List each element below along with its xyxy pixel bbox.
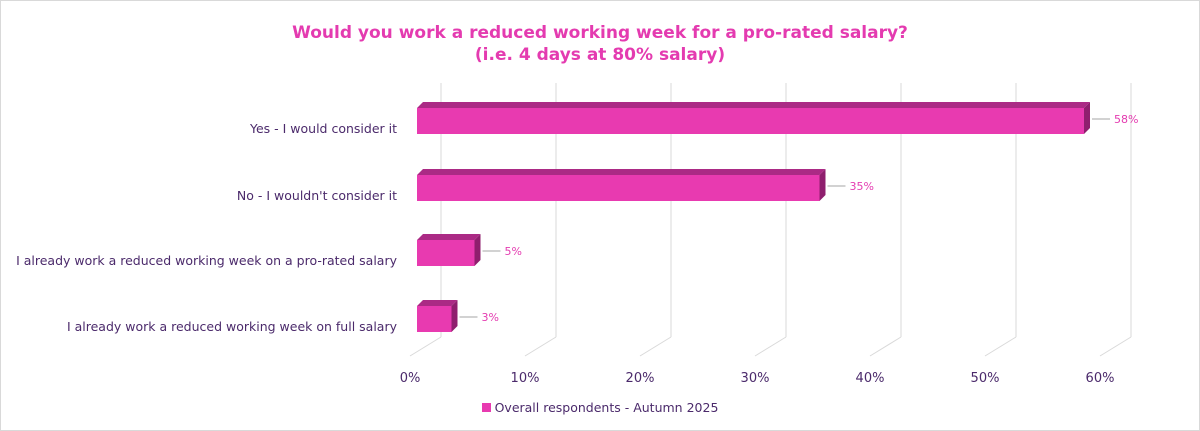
bar-top-1	[417, 169, 826, 175]
tick-label-10: 10%	[511, 371, 540, 386]
bar-side-2	[474, 234, 481, 266]
category-label-0: Yes - I would consider it	[249, 121, 397, 136]
bar-side-1	[819, 169, 826, 201]
legend: Overall respondents - Autumn 2025	[0, 400, 1200, 415]
bar-top-3	[417, 300, 458, 306]
gridline-floor-10	[524, 336, 557, 357]
bar-3	[417, 306, 452, 332]
tick-label-40: 40%	[856, 371, 885, 386]
data-label-2: 5%	[505, 245, 522, 258]
data-label-0: 58%	[1114, 113, 1138, 126]
tick-label-20: 20%	[626, 371, 655, 386]
bar-top-2	[417, 234, 481, 240]
bar-1	[417, 175, 820, 201]
data-label-3: 3%	[482, 311, 499, 324]
bar-2	[417, 240, 475, 266]
tick-label-30: 30%	[741, 371, 770, 386]
category-label-3: I already work a reduced working week on…	[67, 319, 398, 334]
tick-label-60: 60%	[1086, 371, 1115, 386]
gridline-floor-0	[409, 336, 442, 357]
data-label-1: 35%	[850, 180, 874, 193]
gridline-floor-50	[984, 336, 1017, 357]
gridline-floor-30	[754, 336, 787, 357]
tick-label-50: 50%	[971, 371, 1000, 386]
chart-title: Would you work a reduced working week fo…	[292, 23, 908, 43]
bar-side-0	[1084, 102, 1090, 134]
bar-top-0	[417, 102, 1090, 108]
legend-label: Overall respondents - Autumn 2025	[494, 400, 719, 415]
tick-label-0: 0%	[400, 371, 421, 386]
labels: 0% 10% 20% 30% 40% 50% 60% 58% Yes - I would con…	[16, 113, 1138, 386]
category-label-2: I already work a reduced working week on…	[16, 253, 398, 268]
bar-side-3	[451, 300, 458, 332]
gridline-floor-40	[869, 336, 902, 357]
category-label-1: No - I wouldn't consider it	[237, 188, 397, 203]
bar-0	[417, 108, 1084, 134]
gridline-floor-20	[639, 336, 672, 357]
bars	[417, 102, 1090, 332]
gridline-floor-60	[1099, 336, 1132, 357]
chart-subtitle: (i.e. 4 days at 80% salary)	[474, 45, 726, 65]
chart-title-block: Would you work a reduced working week fo…	[0, 22, 1200, 66]
legend-swatch	[481, 403, 491, 412]
